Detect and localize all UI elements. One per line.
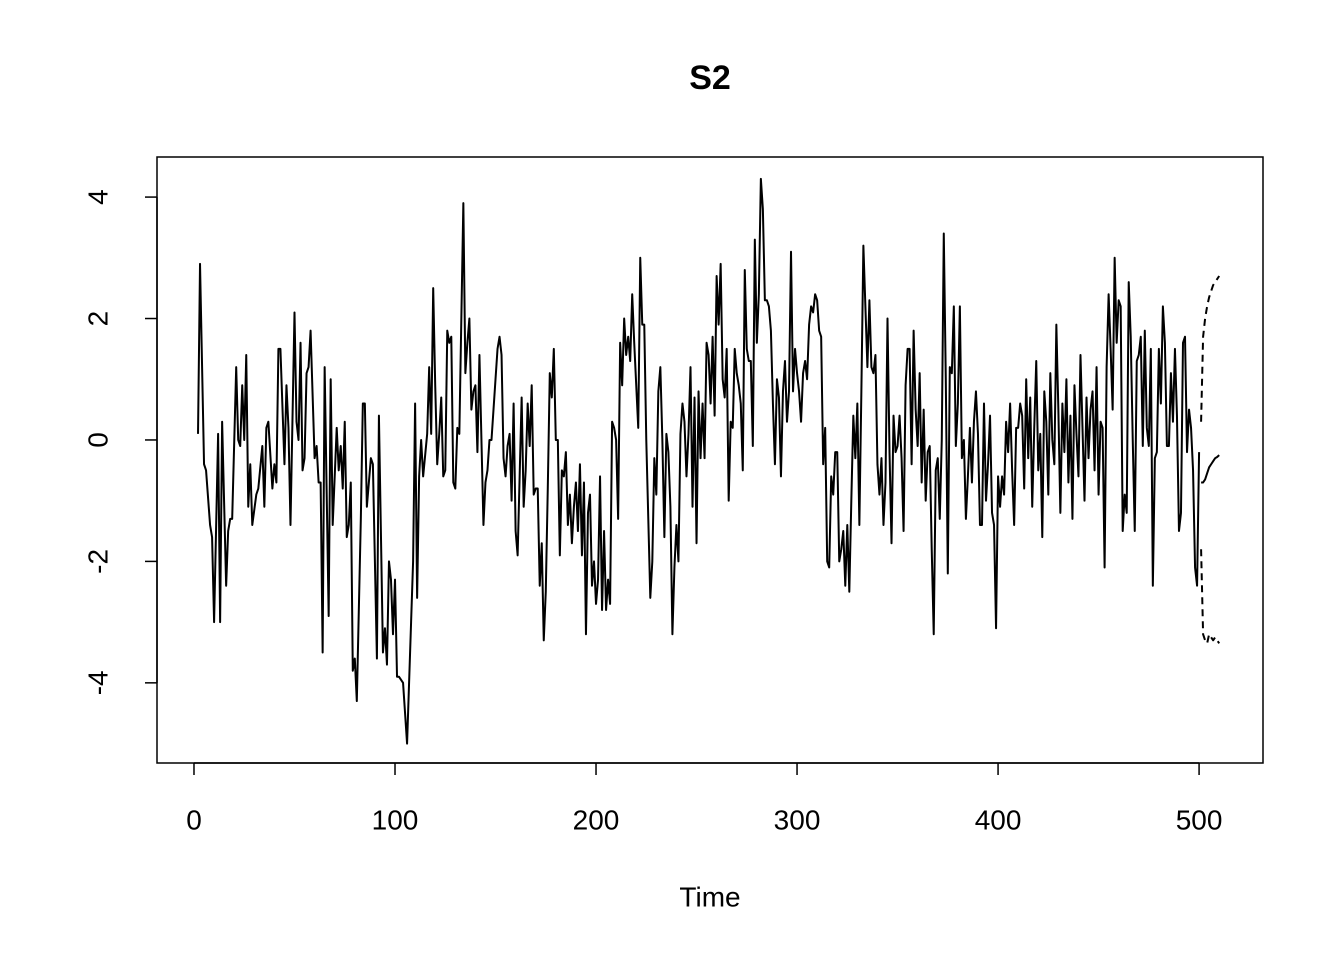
x-tick-label: 200 <box>573 804 620 835</box>
x-tick-label: 500 <box>1176 804 1223 835</box>
series-line <box>1201 454 1220 484</box>
forecast-bound-line <box>1200 549 1221 645</box>
x-tick-label: 400 <box>975 804 1022 835</box>
chart-title: S2 <box>689 59 731 97</box>
y-tick-label: 4 <box>82 189 113 205</box>
x-tick-label: 0 <box>186 804 202 835</box>
x-axis-label: Time <box>679 881 740 912</box>
y-tick-label: -4 <box>82 670 113 695</box>
y-tick-label: 0 <box>82 432 113 448</box>
x-tick-label: 300 <box>774 804 821 835</box>
x-tick-label: 100 <box>372 804 419 835</box>
y-tick-label: 2 <box>82 311 113 327</box>
series-line <box>197 177 1201 745</box>
y-tick-label: -2 <box>82 549 113 574</box>
